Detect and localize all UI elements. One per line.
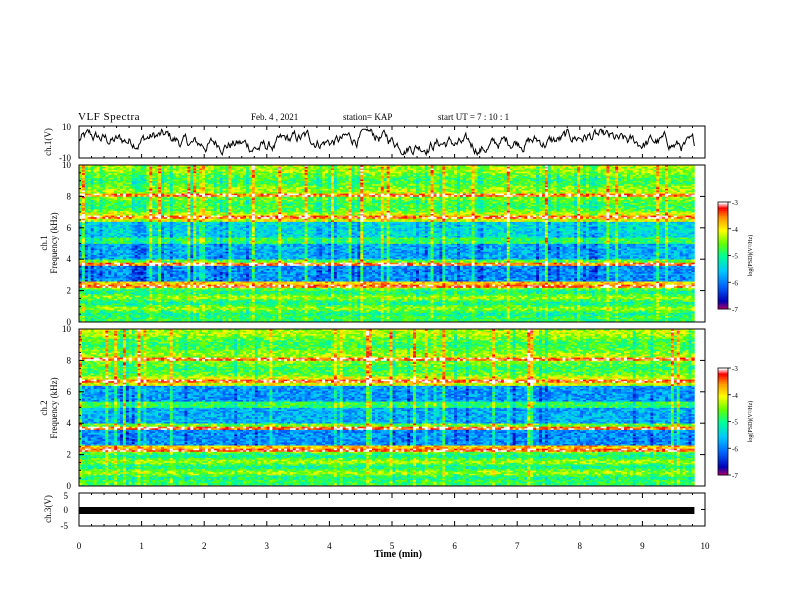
ch1-spectrogram-image (79, 165, 705, 322)
ch1-waveform-ylabel: ch.1(V) (43, 128, 53, 156)
ch1-waveform-frame (79, 126, 705, 158)
ch1-waveform-panel: 10 -10 ch.1(V) (43, 122, 705, 163)
ch1-ytick-10: 10 (62, 122, 72, 132)
vlf-figure: 10 -10 ch.1(V) 0246810 ch.1 Frequency (k… (0, 0, 792, 612)
